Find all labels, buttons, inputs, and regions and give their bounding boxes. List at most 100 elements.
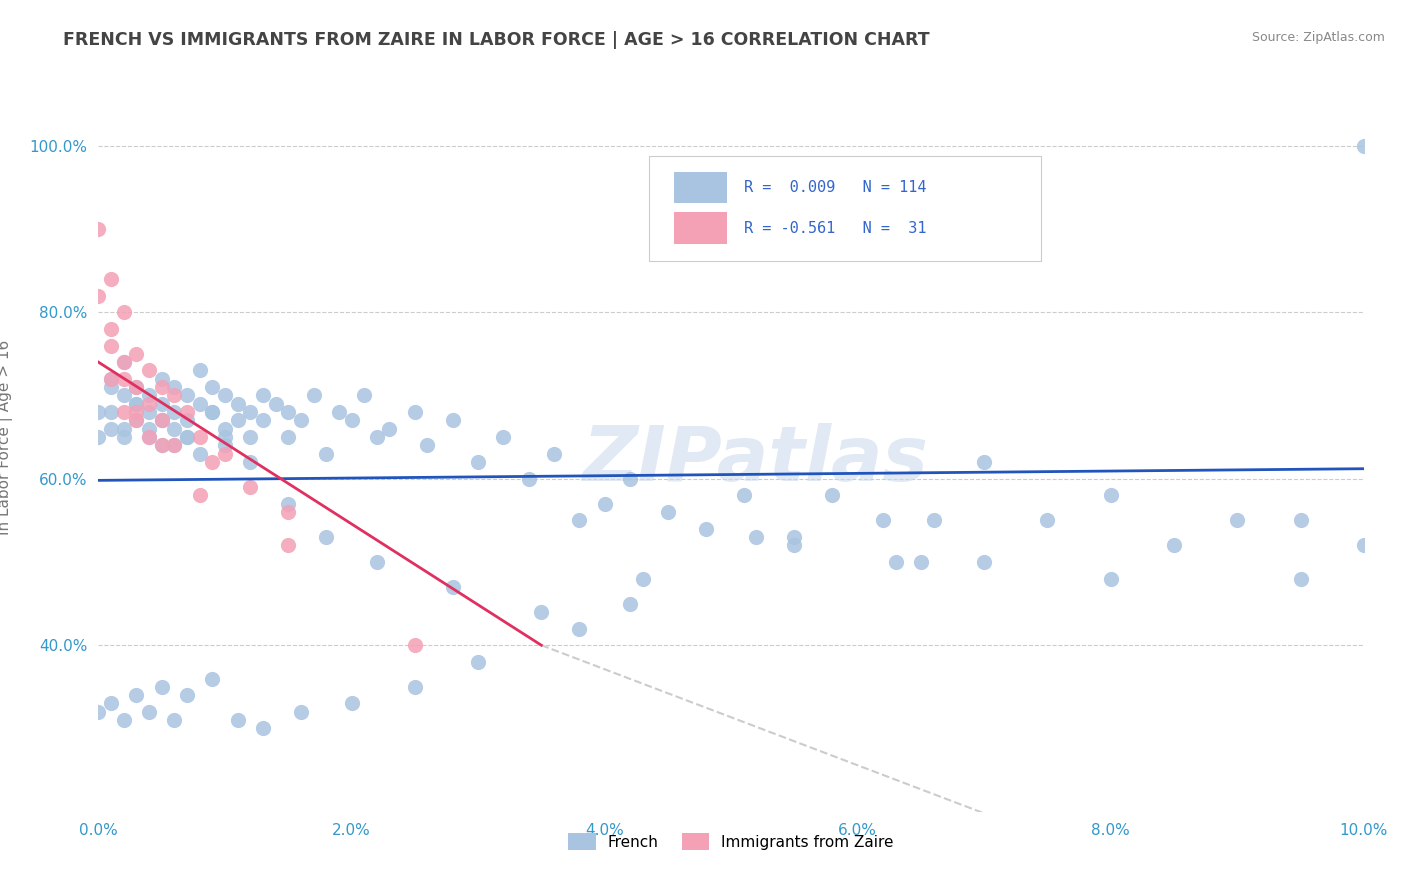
Point — [138, 388, 160, 402]
Point — [125, 380, 148, 394]
Point — [201, 672, 224, 686]
Point — [783, 538, 806, 552]
Point — [176, 388, 198, 402]
Point — [530, 605, 553, 619]
Point — [214, 422, 236, 436]
Point — [378, 422, 401, 436]
Point — [163, 380, 186, 394]
Point — [226, 713, 249, 727]
Point — [214, 447, 236, 461]
Point — [404, 680, 426, 694]
Point — [1289, 513, 1312, 527]
Point — [176, 413, 198, 427]
FancyBboxPatch shape — [648, 156, 1040, 261]
Point — [1099, 572, 1122, 586]
Point — [112, 372, 135, 386]
Point — [87, 405, 110, 419]
Point — [884, 555, 907, 569]
Point — [1226, 513, 1249, 527]
Point — [973, 455, 995, 469]
Point — [176, 430, 198, 444]
Point — [277, 505, 299, 519]
Point — [404, 638, 426, 652]
Point — [112, 430, 135, 444]
Point — [404, 405, 426, 419]
Point — [328, 405, 350, 419]
Point — [150, 413, 173, 427]
Point — [150, 372, 173, 386]
Point — [100, 372, 122, 386]
Point — [441, 580, 464, 594]
Point — [239, 405, 262, 419]
Point — [150, 438, 173, 452]
Point — [150, 413, 173, 427]
Point — [125, 397, 148, 411]
Point — [100, 372, 122, 386]
Point — [87, 288, 110, 302]
Text: Source: ZipAtlas.com: Source: ZipAtlas.com — [1251, 31, 1385, 45]
Point — [163, 405, 186, 419]
Text: FRENCH VS IMMIGRANTS FROM ZAIRE IN LABOR FORCE | AGE > 16 CORRELATION CHART: FRENCH VS IMMIGRANTS FROM ZAIRE IN LABOR… — [63, 31, 929, 49]
Y-axis label: In Labor Force | Age > 16: In Labor Force | Age > 16 — [0, 340, 13, 534]
Point — [872, 513, 894, 527]
Point — [201, 405, 224, 419]
Point — [125, 405, 148, 419]
Point — [441, 413, 464, 427]
Text: R = -0.561   N =  31: R = -0.561 N = 31 — [744, 220, 927, 235]
Point — [163, 438, 186, 452]
Point — [1163, 538, 1185, 552]
Point — [201, 455, 224, 469]
Point — [163, 422, 186, 436]
Point — [619, 472, 641, 486]
Point — [176, 430, 198, 444]
Point — [112, 713, 135, 727]
Point — [922, 513, 945, 527]
Point — [100, 380, 122, 394]
Point — [138, 363, 160, 377]
Point — [353, 388, 375, 402]
Point — [150, 413, 173, 427]
Point — [188, 488, 211, 502]
Point — [1099, 488, 1122, 502]
Point — [264, 397, 287, 411]
Legend: French, Immigrants from Zaire: French, Immigrants from Zaire — [562, 827, 900, 856]
Point — [366, 430, 388, 444]
Point — [112, 305, 135, 319]
Point — [277, 497, 299, 511]
Point — [593, 497, 616, 511]
Point — [176, 688, 198, 702]
Point — [150, 397, 173, 411]
Point — [745, 530, 768, 544]
Point — [302, 388, 325, 402]
Point — [112, 422, 135, 436]
Point — [467, 455, 489, 469]
Point — [125, 380, 148, 394]
Point — [631, 572, 654, 586]
Point — [252, 722, 274, 736]
Point — [340, 413, 363, 427]
Point — [112, 388, 135, 402]
Point — [100, 322, 122, 336]
Point — [290, 413, 312, 427]
Point — [340, 697, 363, 711]
Point — [138, 705, 160, 719]
Point — [125, 397, 148, 411]
Point — [226, 413, 249, 427]
Point — [492, 430, 515, 444]
Point — [138, 430, 160, 444]
Point — [138, 422, 160, 436]
Point — [214, 438, 236, 452]
Point — [100, 272, 122, 286]
Point — [366, 555, 388, 569]
Point — [100, 697, 122, 711]
Point — [188, 397, 211, 411]
Point — [150, 680, 173, 694]
Point — [201, 380, 224, 394]
Point — [87, 430, 110, 444]
Point — [568, 622, 591, 636]
Point — [163, 713, 186, 727]
Point — [176, 405, 198, 419]
Point — [733, 488, 755, 502]
Point — [188, 447, 211, 461]
Point — [315, 447, 337, 461]
